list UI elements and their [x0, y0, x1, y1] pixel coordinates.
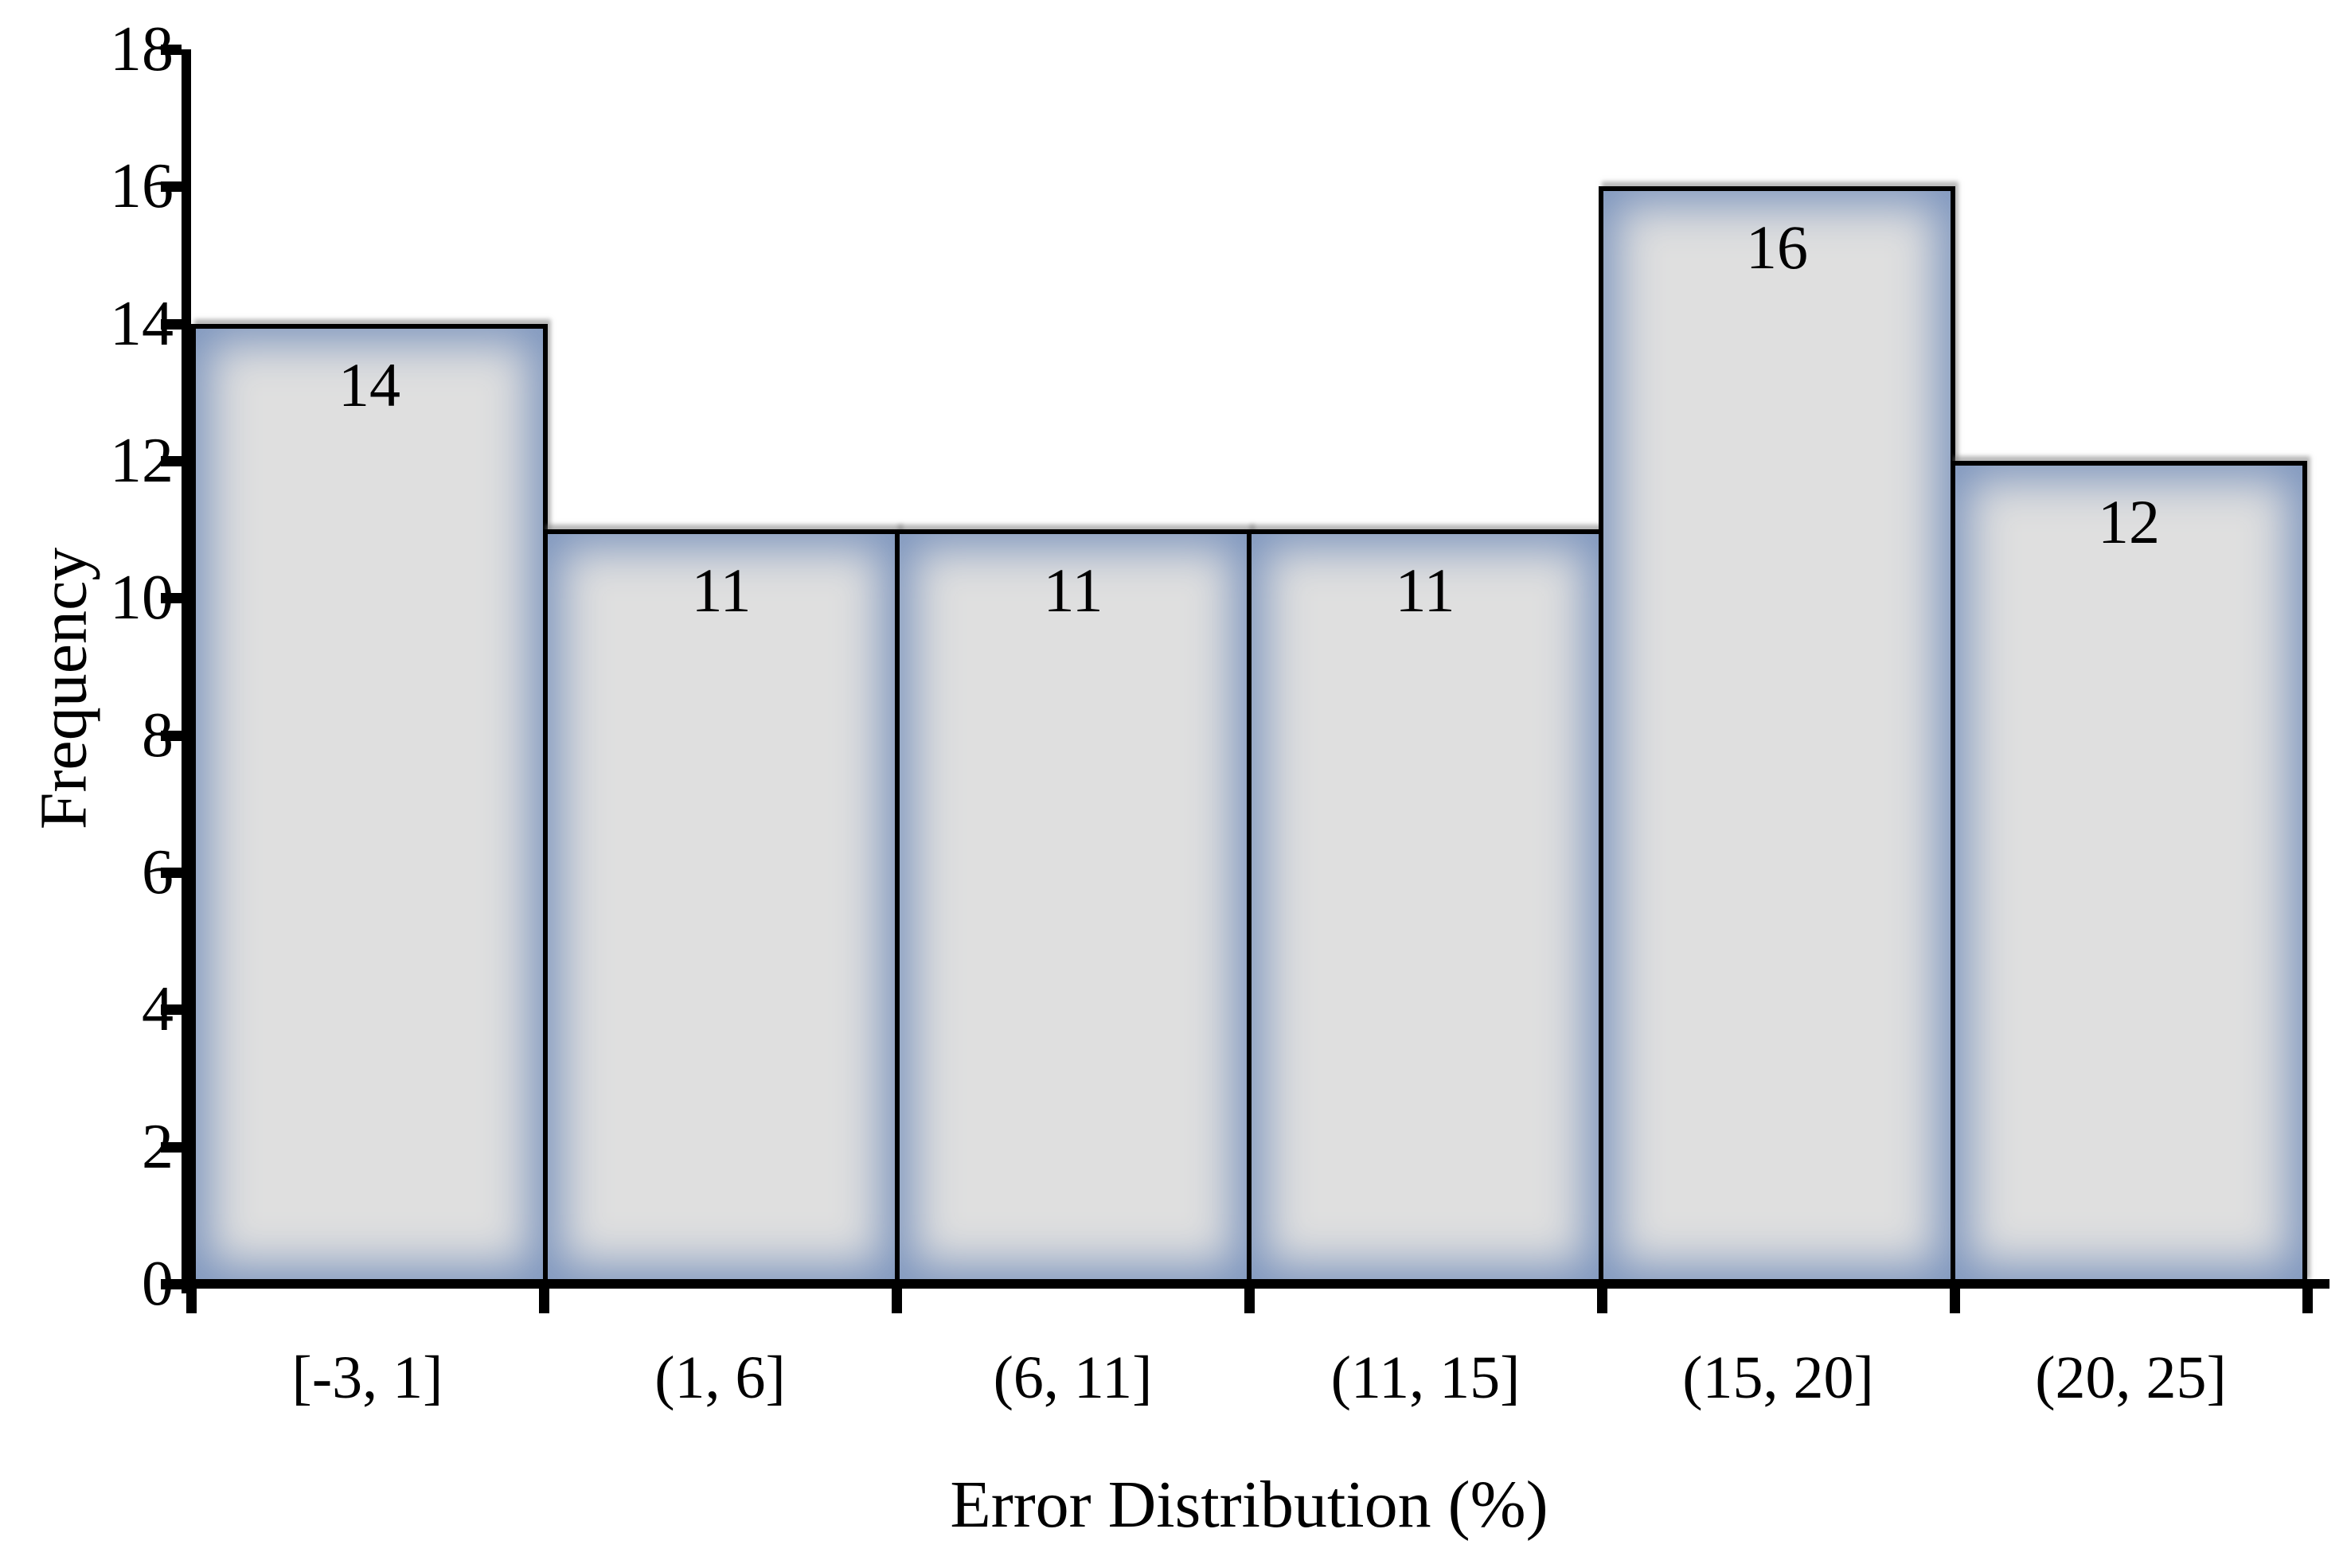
bar-[-3, 1]: 14: [191, 323, 548, 1284]
y-tick-label: 0: [142, 1249, 174, 1319]
bar-data-label: 11: [1395, 556, 1455, 626]
y-tick-label: 2: [142, 1111, 174, 1182]
bar-(1, 6]: 11: [543, 529, 900, 1284]
x-tick-mark: [1950, 1288, 1960, 1313]
bar-data-label: 14: [338, 349, 400, 419]
y-tick-mark: [161, 1004, 182, 1016]
y-tick-label: 18: [110, 14, 174, 84]
y-tick-label: 8: [142, 700, 174, 770]
x-tick-mark: [1596, 1288, 1607, 1313]
x-category-labels: [-3, 1] (1, 6] (6, 11] (11, 15] (15, 20] (20,…: [191, 1348, 2307, 1408]
x-category-label: (20, 25]: [2035, 1344, 2227, 1411]
y-tick-label: 6: [142, 837, 174, 907]
x-category-label: (15, 20]: [1682, 1344, 1874, 1411]
bar-data-label: 16: [1746, 213, 1808, 283]
y-tick-mark: [161, 867, 182, 878]
plot-area: 14 11 11 11 16 12 [-3, 1] (1, 6] (6, 11] (11, 15…: [161, 45, 2329, 1408]
bar-data-label: 12: [2098, 487, 2160, 557]
y-tick-mark: [161, 318, 182, 330]
x-tick-mark: [1244, 1288, 1255, 1313]
x-tick-mark: [186, 1288, 197, 1313]
bars-container: 14 11 11 11 16 12: [191, 49, 2307, 1284]
y-tick-mark: [161, 45, 182, 55]
y-tick-mark: [161, 1279, 182, 1289]
x-category-label: (6, 11]: [993, 1344, 1153, 1411]
y-tick-label: 12: [110, 426, 174, 496]
bar-(6, 11]: 11: [895, 529, 1252, 1284]
x-category-label: [-3, 1]: [291, 1344, 443, 1411]
x-axis-title: Error Distribution (%): [950, 1468, 1548, 1542]
bar-(15, 20]: 16: [1599, 186, 1955, 1284]
y-tick-label: 4: [142, 974, 174, 1045]
bar-data-label: 11: [1043, 556, 1103, 626]
x-axis-line: [182, 1279, 2329, 1289]
x-category-label: (11, 15]: [1330, 1344, 1521, 1411]
y-tick-mark: [161, 455, 182, 466]
bar-(20, 25]: 12: [1951, 461, 2307, 1284]
y-tick-label: 16: [110, 151, 174, 222]
x-tick-mark: [2302, 1288, 2313, 1313]
y-tick-mark: [161, 730, 182, 741]
y-tick-label: 10: [110, 563, 174, 634]
y-tick-mark: [161, 1141, 182, 1153]
y-tick-mark: [161, 181, 182, 193]
y-tick-mark: [161, 593, 182, 604]
bar-data-label: 11: [691, 556, 752, 626]
y-axis-line: [182, 49, 191, 1293]
x-tick-mark: [891, 1288, 902, 1313]
x-tick-mark: [538, 1288, 549, 1313]
bar-(11, 15]: 11: [1247, 529, 1603, 1284]
y-tick-label: 14: [110, 288, 174, 359]
x-category-label: (1, 6]: [654, 1344, 786, 1411]
